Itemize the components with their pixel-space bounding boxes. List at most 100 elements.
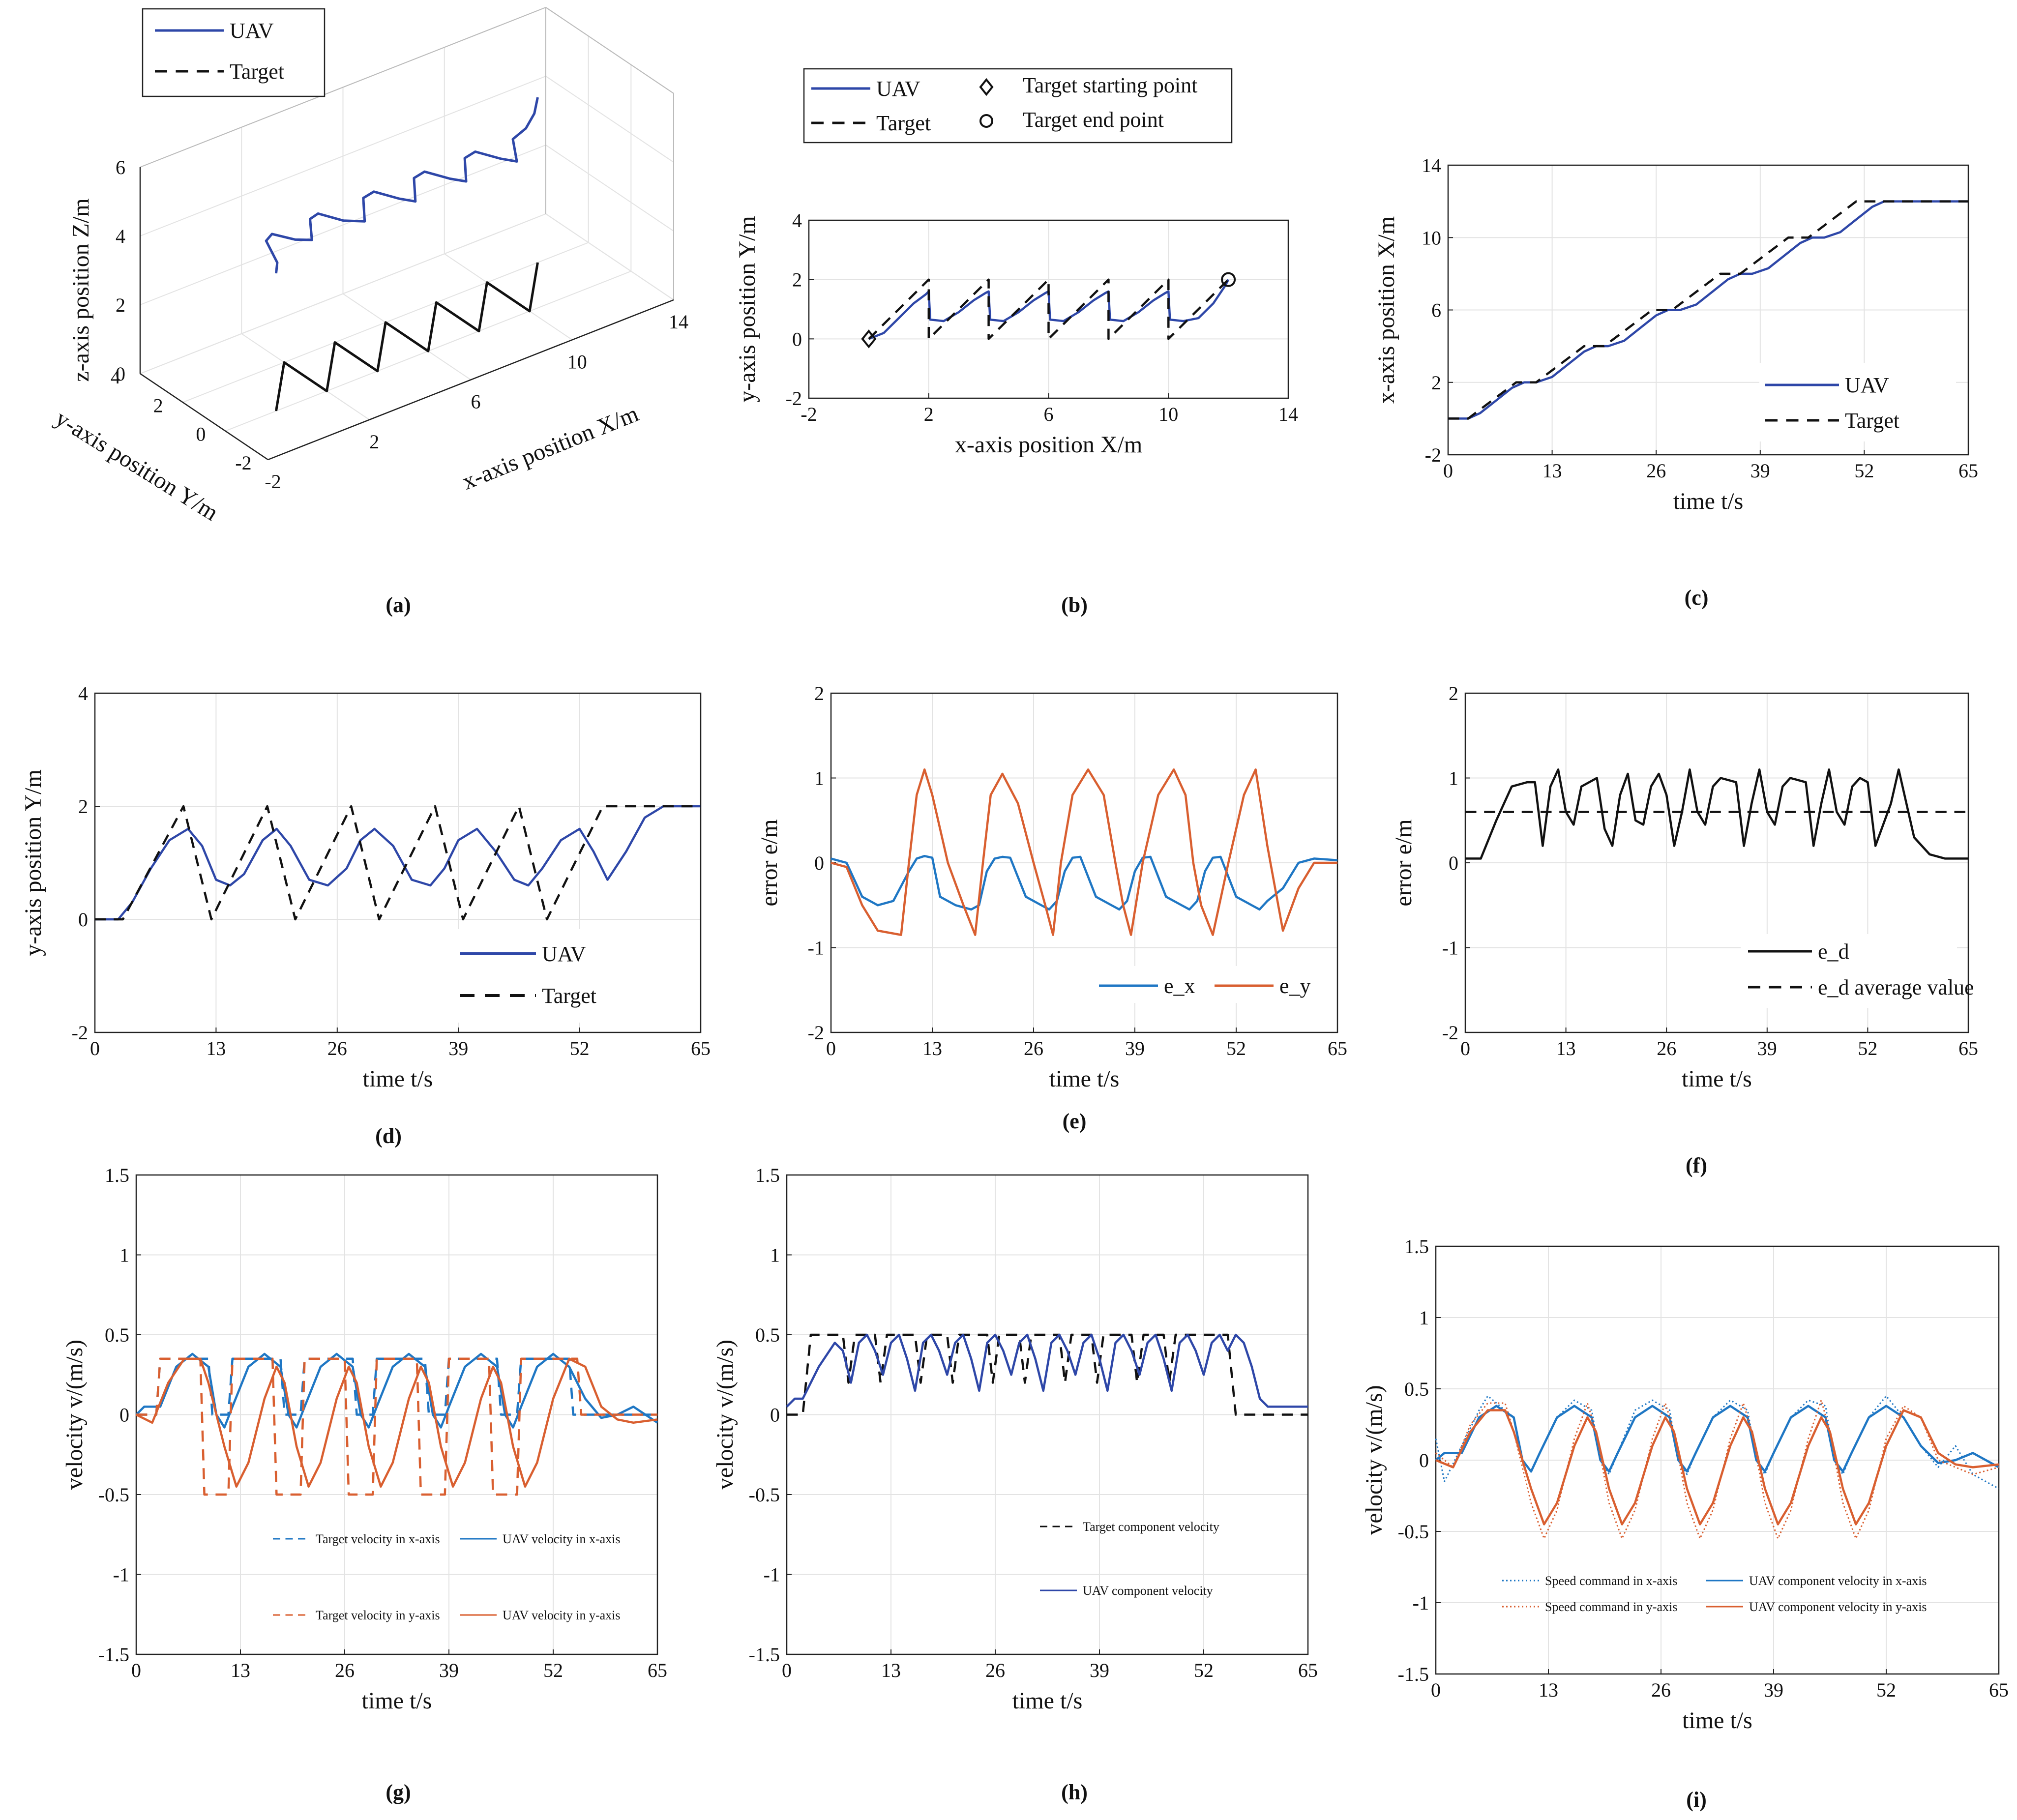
y-tick-label: 1 bbox=[770, 1244, 780, 1266]
legend-box bbox=[803, 68, 1233, 144]
y-tick-label: 4 bbox=[78, 682, 88, 705]
y-tick-label: 6 bbox=[1431, 299, 1441, 322]
legend-label: Target velocity in y-axis bbox=[316, 1608, 440, 1622]
legend-box bbox=[455, 929, 652, 1023]
x-axis-label: time t/s bbox=[1682, 1707, 1752, 1733]
legend-box bbox=[1759, 363, 1956, 441]
y-tick-label: -1 bbox=[808, 937, 824, 959]
series-line-1 bbox=[831, 768, 1337, 936]
legend-label: UAV component velocity in y-axis bbox=[1749, 1600, 1927, 1614]
x-tick-label: 65 bbox=[1989, 1679, 2009, 1701]
legend-label: e_x bbox=[1164, 974, 1195, 998]
y-axis-label: velocity v/(m/s) bbox=[712, 1340, 738, 1490]
frame-edge bbox=[545, 7, 674, 94]
legend-label: Target bbox=[230, 59, 284, 84]
x-tick-label: 0 bbox=[1431, 1679, 1441, 1701]
x-tick-label: 6 bbox=[471, 391, 481, 413]
y-axis-label: error e/m bbox=[756, 819, 782, 906]
panel-b: -2 2 6 10 14 -2 0 2 4 x-axis position X/m y-axis p… bbox=[734, 68, 1298, 458]
x-tick-label: 39 bbox=[1090, 1659, 1109, 1681]
x-tick-label: 39 bbox=[448, 1037, 468, 1059]
x-tick-label: 52 bbox=[1226, 1037, 1246, 1059]
grid-line bbox=[545, 145, 674, 232]
start-marker bbox=[861, 329, 877, 349]
panel-caption-c: (c) bbox=[1685, 586, 1709, 610]
y-tick-label: 2 bbox=[1449, 682, 1458, 705]
y-tick-label: 14 bbox=[1422, 154, 1441, 176]
x-tick-label: 39 bbox=[1764, 1679, 1783, 1701]
x-tick-label: 65 bbox=[1958, 460, 1978, 482]
legend-label: UAV velocity in y-axis bbox=[503, 1608, 621, 1622]
legend-label: Target bbox=[876, 111, 931, 135]
y-tick-label: -2 bbox=[235, 452, 251, 474]
x-axis-label: time t/s bbox=[1049, 1066, 1120, 1092]
x-tick-label: 0 bbox=[131, 1659, 141, 1681]
series-line-2 bbox=[1435, 1399, 1999, 1539]
x-tick-label: 26 bbox=[327, 1037, 347, 1059]
legend-label: Target starting point bbox=[1023, 73, 1197, 97]
x-tick-label: 52 bbox=[1194, 1659, 1214, 1681]
z-tick-label: 4 bbox=[116, 225, 125, 247]
legend-label: Speed command in x-axis bbox=[1545, 1574, 1677, 1588]
series-line-1 bbox=[1448, 200, 1968, 420]
x-axis-label: time t/s bbox=[1682, 1066, 1752, 1092]
series-line-0 bbox=[831, 854, 1338, 911]
x-tick-label: 13 bbox=[1539, 1679, 1558, 1701]
series-line-1 bbox=[786, 1333, 1308, 1408]
y-tick-label: 0 bbox=[814, 852, 824, 874]
x-tick-label: 14 bbox=[1278, 403, 1298, 425]
y-tick-label: 2 bbox=[1431, 372, 1441, 394]
x-axis-label: time t/s bbox=[1673, 488, 1744, 514]
x-tick-label: 65 bbox=[691, 1037, 711, 1059]
legend-label: UAV velocity in x-axis bbox=[503, 1532, 621, 1546]
legend-label: UAV bbox=[1845, 373, 1889, 397]
x-tick-label: 14 bbox=[669, 311, 688, 333]
legend-label: UAV component velocity bbox=[1083, 1584, 1213, 1598]
y-tick-label: -2 bbox=[786, 387, 802, 410]
y-axis bbox=[140, 373, 268, 461]
series-line-1 bbox=[135, 1352, 658, 1429]
x-tick-label: 6 bbox=[1044, 403, 1054, 425]
x-axis-label: time t/s bbox=[362, 1688, 432, 1714]
y-tick-label: 1.5 bbox=[105, 1164, 129, 1186]
panel-g: 0 13 26 39 52 65 -1.5 -1 -0.5 0 0.5 1 1.5 time t/s vel… bbox=[61, 1164, 667, 1714]
legend-label: UAV bbox=[876, 77, 920, 101]
x-tick-label: 0 bbox=[90, 1037, 100, 1059]
panel-caption-a: (a) bbox=[386, 593, 411, 617]
y-tick-label: 0 bbox=[119, 1404, 129, 1426]
panel-a: 0 2 4 6 -2 2 6 10 14 4 2 0 -2 z-axis position Z/m x-ax… bbox=[51, 7, 688, 526]
panel-caption-h: (h) bbox=[1061, 1780, 1088, 1804]
series-line-1 bbox=[275, 262, 539, 411]
panel-h: 0 13 26 39 52 65 -1.5 -1 -0.5 0 0.5 1 1.5 time t/s vel… bbox=[712, 1164, 1318, 1714]
y-tick-label: -1 bbox=[764, 1564, 780, 1586]
y-tick-label: 0.5 bbox=[1404, 1378, 1429, 1400]
x-axis bbox=[267, 299, 674, 461]
x-axis-label: time t/s bbox=[1012, 1688, 1083, 1714]
series-line-3 bbox=[1435, 1409, 1999, 1526]
x-tick-label: 65 bbox=[648, 1659, 667, 1681]
legend-label: Speed command in y-axis bbox=[1545, 1600, 1677, 1614]
series-line-0 bbox=[787, 1333, 1308, 1416]
series-line-0 bbox=[95, 805, 701, 921]
z-tick-label: 0 bbox=[116, 363, 125, 385]
y-tick-label: 2 bbox=[792, 269, 802, 291]
frame-edge bbox=[140, 7, 546, 168]
legend-start-marker bbox=[979, 78, 994, 96]
legend-label: Target end point bbox=[1023, 108, 1164, 132]
y-tick-label: 0 bbox=[196, 423, 206, 445]
y-tick-label: -1 bbox=[1413, 1592, 1429, 1614]
x-tick-label: 2 bbox=[924, 403, 934, 425]
x-tick-label: 39 bbox=[439, 1659, 459, 1681]
grid-line bbox=[140, 213, 546, 374]
x-tick-label: 65 bbox=[1958, 1037, 1978, 1059]
y-tick-label: 1.5 bbox=[755, 1164, 780, 1186]
legend-label: e_d average value bbox=[1818, 975, 1974, 999]
y-tick-label: -0.5 bbox=[749, 1484, 780, 1506]
panel-caption-f: (f) bbox=[1686, 1153, 1707, 1177]
x-tick-label: -2 bbox=[265, 470, 281, 493]
y-tick-label: -0.5 bbox=[1398, 1521, 1429, 1543]
series-line-0 bbox=[1465, 768, 1968, 860]
x-tick-label: 26 bbox=[335, 1659, 355, 1681]
